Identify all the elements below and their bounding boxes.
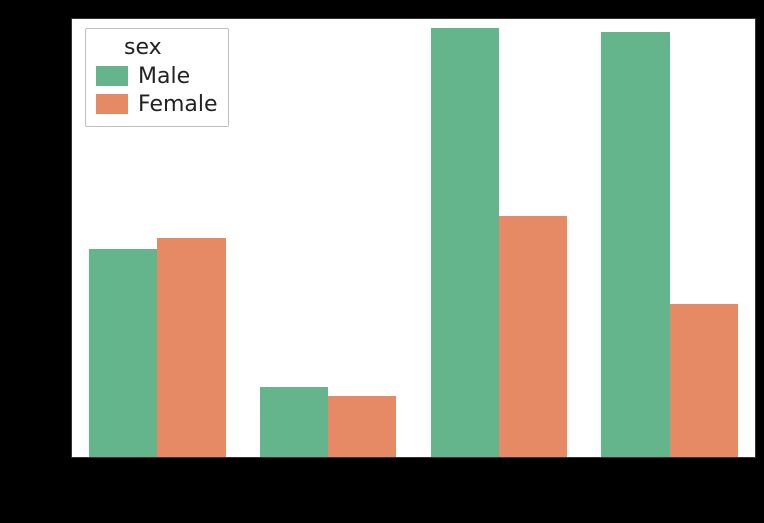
legend: sex Male Female (85, 28, 229, 127)
legend-title: sex (124, 35, 218, 60)
bar (601, 32, 669, 457)
legend-item: Female (96, 90, 218, 118)
legend-swatch (96, 66, 128, 86)
legend-label: Male (138, 64, 190, 89)
legend-label: Female (138, 92, 218, 117)
bar (89, 249, 157, 457)
bar (157, 238, 225, 457)
bar (670, 304, 738, 457)
legend-swatch (96, 94, 128, 114)
bar (328, 396, 396, 457)
bar (499, 216, 567, 457)
bar (431, 28, 499, 457)
legend-item: Male (96, 62, 218, 90)
bar (260, 387, 328, 457)
